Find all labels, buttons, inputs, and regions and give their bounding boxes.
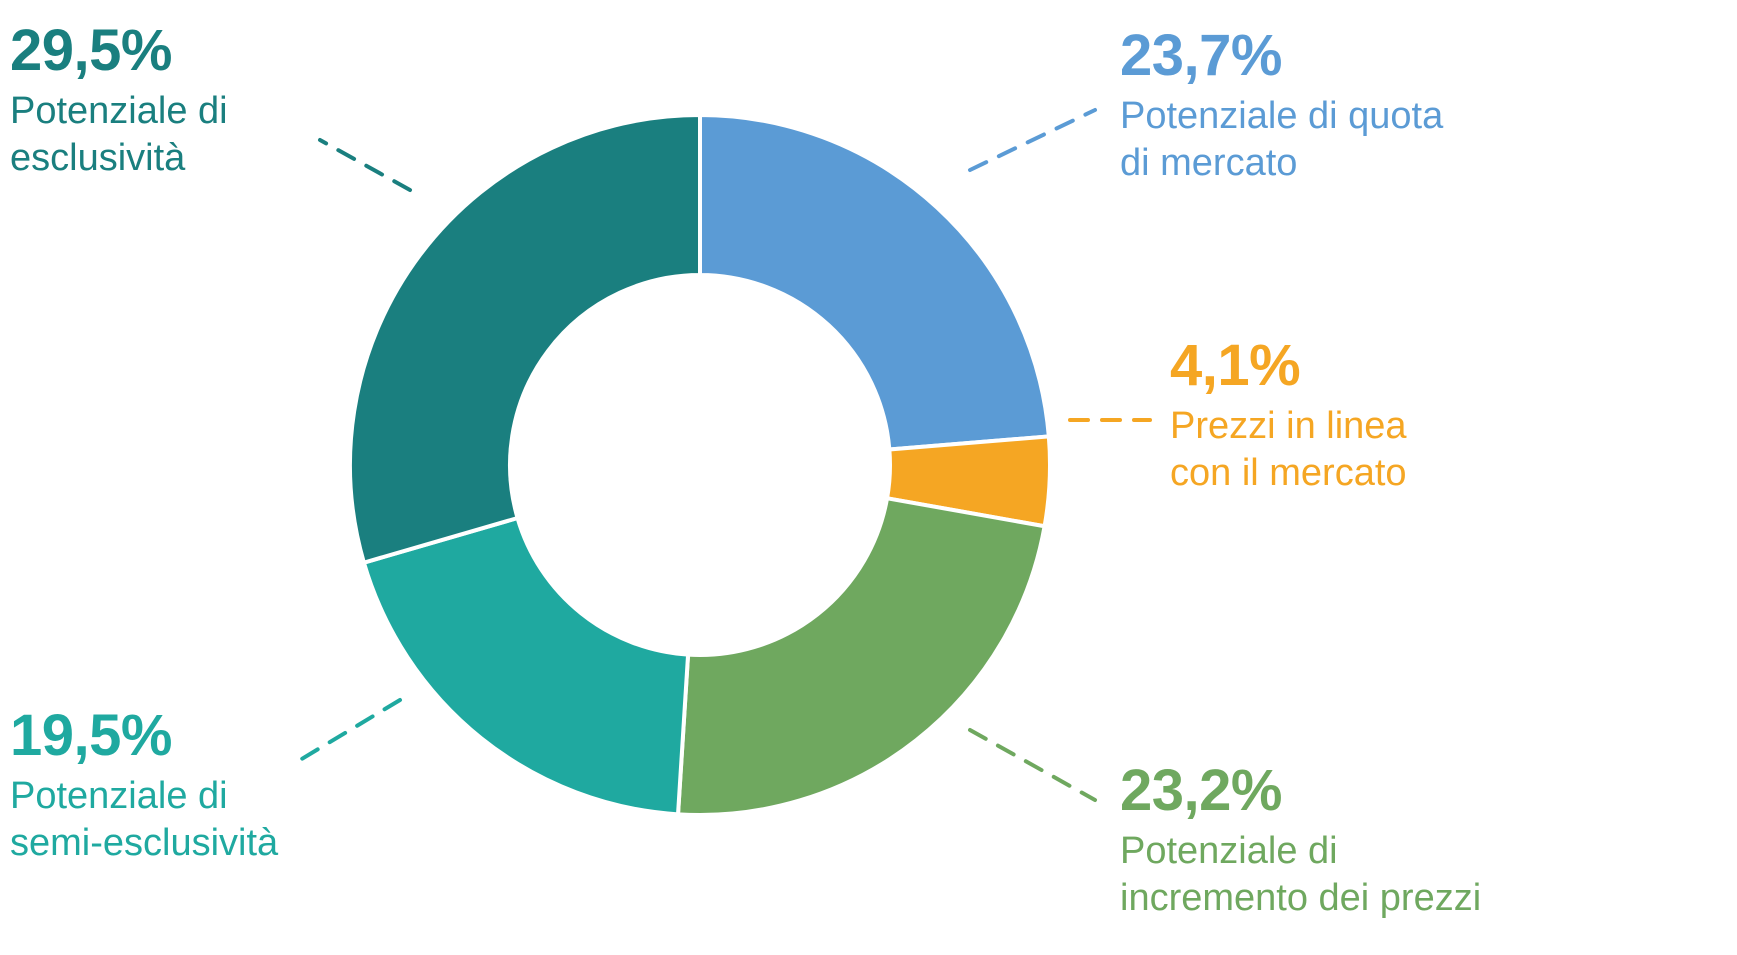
label-desc-incremento: Potenziale diincremento dei prezzi: [1120, 828, 1481, 923]
slice-semi: [364, 518, 688, 814]
label-pct-esclus: 29,5%: [10, 15, 228, 88]
slice-quota: [700, 115, 1049, 449]
label-desc-esclus: Potenziale diesclusività: [10, 88, 228, 183]
slice-incremento: [678, 498, 1045, 815]
label-semi: 19,5%Potenziale disemi-esclusività: [10, 700, 278, 868]
slice-esclus: [350, 115, 700, 563]
label-desc-quota: Potenziale di quotadi mercato: [1120, 93, 1443, 188]
leader-incremento: [970, 730, 1095, 800]
donut-chart-figure: 23,7%Potenziale di quotadi mercato 4,1%Pr…: [0, 0, 1737, 955]
label-esclus: 29,5%Potenziale diesclusività: [10, 15, 228, 183]
leader-quota: [970, 110, 1095, 170]
label-pct-prezzi_linea: 4,1%: [1170, 330, 1407, 403]
label-pct-quota: 23,7%: [1120, 20, 1443, 93]
label-pct-semi: 19,5%: [10, 700, 278, 773]
label-incremento: 23,2%Potenziale diincremento dei prezzi: [1120, 755, 1481, 923]
donut-slices: [350, 115, 1050, 815]
leader-semi: [300, 700, 400, 760]
label-desc-semi: Potenziale disemi-esclusività: [10, 773, 278, 868]
label-quota: 23,7%Potenziale di quotadi mercato: [1120, 20, 1443, 188]
label-pct-incremento: 23,2%: [1120, 755, 1481, 828]
leader-esclus: [320, 140, 410, 190]
label-prezzi_linea: 4,1%Prezzi in lineacon il mercato: [1170, 330, 1407, 498]
label-desc-prezzi_linea: Prezzi in lineacon il mercato: [1170, 403, 1407, 498]
